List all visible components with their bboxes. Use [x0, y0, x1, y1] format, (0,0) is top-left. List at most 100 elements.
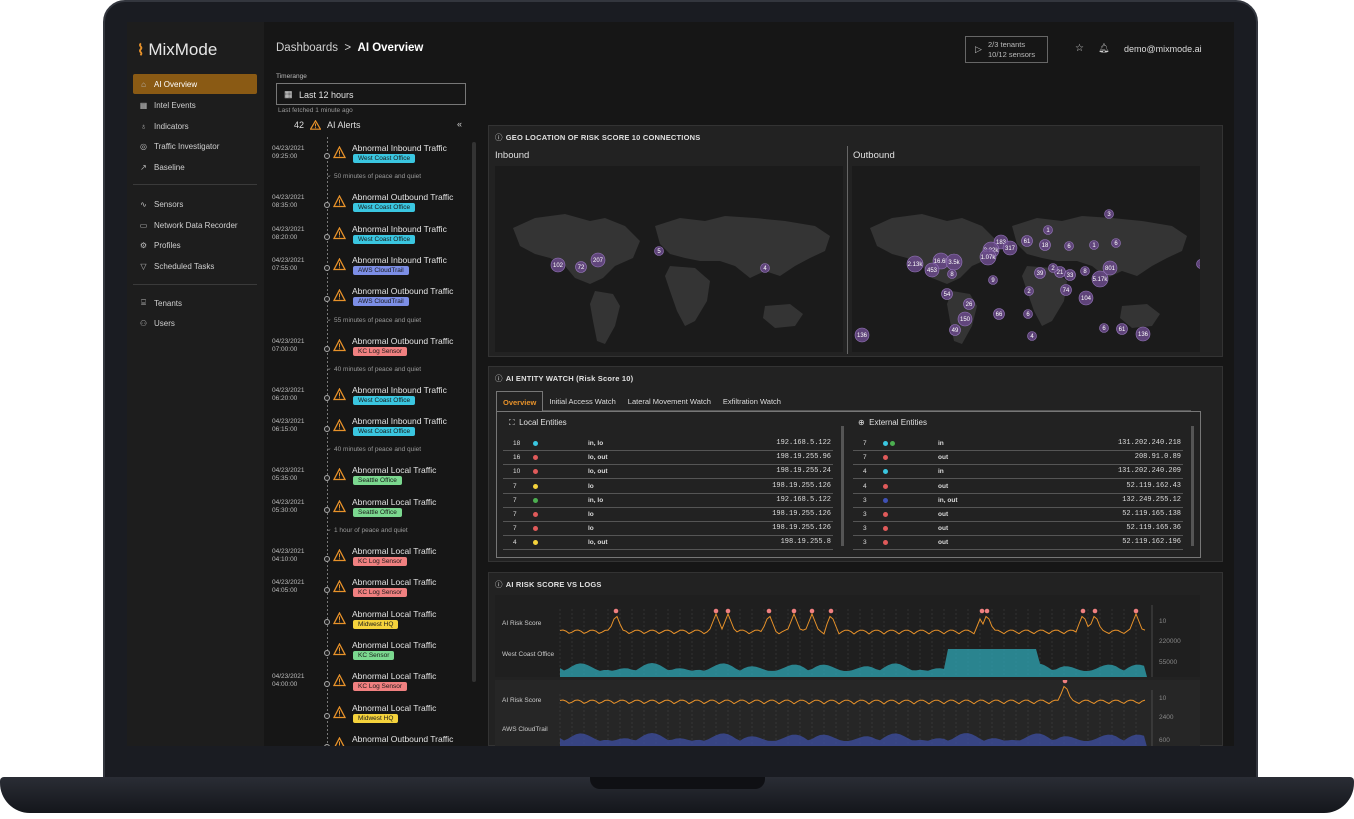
geo-bubble[interactable]: 8	[947, 269, 957, 279]
geo-bubble[interactable]: 6	[1099, 323, 1109, 333]
external-scrollbar[interactable]	[1191, 426, 1194, 546]
geo-bubble[interactable]: 104	[1078, 290, 1094, 306]
entity-row[interactable]: 3 in, out 132.249.255.12	[853, 494, 1183, 508]
sidebar-item-tenants[interactable]: ⌸ Tenants	[133, 293, 257, 313]
geo-bubble[interactable]: 102	[550, 257, 566, 273]
geo-bubble[interactable]: 61	[1116, 323, 1128, 335]
sidebar-item-ai-overview[interactable]: ⌂ AI Overview	[133, 74, 257, 94]
geo-bubble[interactable]: 3	[1104, 209, 1114, 219]
geo-bubble[interactable]: 39	[1034, 267, 1046, 279]
entity-row[interactable]: 3 out 52.119.165.36	[853, 522, 1183, 537]
sidebar-item-network-data-recorder[interactable]: ▭ Network Data Recorder	[133, 215, 257, 235]
geo-bubble[interactable]: 1.07k	[979, 248, 996, 266]
alert-item[interactable]: Abnormal Outbound Traffic	[272, 734, 472, 746]
geo-bubble[interactable]: 9	[988, 275, 998, 285]
geo-bubble[interactable]: 8	[1080, 266, 1090, 276]
geo-bubble[interactable]: 5.17k	[1091, 270, 1108, 288]
geo-bubble[interactable]: 136	[1135, 326, 1151, 342]
geo-bubble[interactable]: 2	[1024, 286, 1034, 296]
sidebar-item-traffic-investigator[interactable]: ◎ Traffic Investigator	[133, 136, 257, 156]
risk-chart-2[interactable]: AI Risk Score AWS CloudTrail 10 2400 600	[495, 678, 1200, 746]
geo-bubble[interactable]: 317	[1002, 240, 1018, 256]
geo-bubble[interactable]: 66	[993, 308, 1005, 320]
breadcrumb-root[interactable]: Dashboards	[276, 42, 339, 54]
entity-row[interactable]: 7 lo 198.19.255.126	[503, 508, 833, 522]
alert-item[interactable]: Abnormal Local Traffic Midwest HQ	[272, 609, 472, 639]
inbound-map[interactable]: 102 72 207 5 4	[495, 166, 843, 352]
geo-bubble[interactable]: 26	[963, 298, 975, 310]
entity-row[interactable]: 16 lo, out 198.19.255.96	[503, 451, 833, 466]
alert-item[interactable]: Abnormal Local Traffic KC Sensor	[272, 640, 472, 670]
sidebar-item-baseline[interactable]: ↗ Baseline	[133, 157, 257, 177]
tab-exfiltration[interactable]: Exfiltration Watch	[716, 391, 787, 411]
alert-item[interactable]: Abnormal Local Traffic Midwest HQ	[272, 703, 472, 733]
geo-bubble[interactable]: 6	[1111, 238, 1121, 248]
entity-row[interactable]: 4 out 52.119.162.43	[853, 480, 1183, 494]
geo-bubble[interactable]: 6	[1064, 241, 1074, 251]
geo-bubble[interactable]: 54	[941, 288, 953, 300]
logo[interactable]: ⌇ MixMode	[137, 40, 217, 60]
outbound-map[interactable]: 1833.22k1.07k317611862.13k16.6k3.5k45383…	[852, 166, 1206, 352]
geo-bubble[interactable]: 3.5k	[945, 253, 963, 271]
geo-bubble[interactable]: 4	[760, 263, 770, 273]
collapse-panel-icon[interactable]: «	[457, 119, 463, 129]
tab-initial-access[interactable]: Initial Access Watch	[543, 391, 622, 411]
entity-row[interactable]: 10 lo, out 198.19.255.24	[503, 465, 833, 480]
alert-list-scrollbar[interactable]	[472, 142, 476, 682]
local-scrollbar[interactable]	[841, 426, 844, 546]
bell-icon[interactable]: 🔔︎	[1098, 43, 1110, 53]
geo-bubble[interactable]: 136	[854, 327, 870, 343]
geo-bubble[interactable]: 2.13k	[906, 255, 923, 273]
geo-bubble[interactable]: 1	[1043, 225, 1053, 235]
tab-overview[interactable]: Overview	[496, 391, 544, 411]
entity-row[interactable]: 3 out 52.119.162.196	[853, 536, 1183, 551]
geo-bubble[interactable]: 801	[1102, 260, 1118, 276]
geo-bubble[interactable]: 1	[1089, 240, 1099, 250]
star-icon[interactable]: ☆	[1075, 43, 1084, 54]
geo-bubble[interactable]: 1	[1196, 259, 1206, 269]
entity-row[interactable]: 7 lo 198.19.255.126	[503, 480, 833, 494]
sidebar-item-scheduled-tasks[interactable]: ▽ Scheduled Tasks	[133, 256, 257, 276]
entity-row[interactable]: 4 in 131.202.240.209	[853, 465, 1183, 480]
alert-item[interactable]: 04/23/2021 06:15:00 Abnormal Inbound Traf…	[272, 416, 472, 446]
alert-item[interactable]: Abnormal Outbound Traffic AWS CloudTrail	[272, 286, 472, 316]
sidebar-item-intel-events[interactable]: ▦ Intel Events	[133, 95, 257, 115]
user-email[interactable]: demo@mixmode.ai	[1124, 44, 1202, 54]
tab-lateral-movement[interactable]: Lateral Movement Watch	[621, 391, 717, 411]
timerange-select[interactable]: ▦ Last 12 hours	[276, 83, 466, 105]
geo-bubble[interactable]: 453	[924, 262, 940, 278]
sidebar-item-users[interactable]: ⚇ Users	[133, 313, 257, 333]
alert-item[interactable]: 04/23/2021 04:00:00 Abnormal Local Traffi…	[272, 671, 472, 701]
geo-bubble[interactable]: 4	[1027, 331, 1037, 341]
sidebar-item-profiles[interactable]: ⚙ Profiles	[133, 235, 257, 255]
alert-item[interactable]: 04/23/2021 04:05:00 Abnormal Local Traffi…	[272, 577, 472, 607]
alert-item[interactable]: 04/23/2021 08:35:00 Abnormal Outbound Tra…	[272, 192, 472, 222]
entity-row[interactable]: 7 in 131.202.240.218	[853, 437, 1183, 451]
alert-item[interactable]: 04/23/2021 07:55:00 Abnormal Inbound Traf…	[272, 255, 472, 285]
geo-bubble[interactable]: 74	[1060, 284, 1072, 296]
tenant-selector-button[interactable]: ▷ 2/3 tenants 10/12 sensors	[965, 36, 1048, 63]
risk-chart-1[interactable]: AI Risk Score West Coast Office 10 22000…	[495, 595, 1200, 677]
sidebar-item-sensors[interactable]: ∿ Sensors	[133, 194, 257, 214]
alert-item[interactable]: 04/23/2021 06:20:00 Abnormal Inbound Traf…	[272, 385, 472, 415]
geo-bubble[interactable]: 6	[1023, 309, 1033, 319]
alert-item[interactable]: 04/23/2021 08:20:00 Abnormal Inbound Traf…	[272, 224, 472, 254]
geo-bubble[interactable]: 5	[654, 246, 664, 256]
entity-row[interactable]: 3 out 52.119.165.138	[853, 508, 1183, 522]
entity-row[interactable]: 4 lo, out 198.19.255.8	[503, 536, 833, 551]
geo-bubble[interactable]: 2	[1048, 263, 1058, 273]
geo-bubble[interactable]: 72	[575, 261, 587, 273]
alert-item[interactable]: 04/23/2021 07:00:00 Abnormal Outbound Tra…	[272, 336, 472, 366]
alert-item[interactable]: 04/23/2021 09:25:00 Abnormal Inbound Traf…	[272, 143, 472, 173]
geo-bubble[interactable]: 150	[957, 311, 973, 327]
alert-item[interactable]: 04/23/2021 05:35:00 Abnormal Local Traffi…	[272, 465, 472, 495]
alert-item[interactable]: 04/23/2021 05:30:00 Abnormal Local Traffi…	[272, 497, 472, 527]
geo-bubble[interactable]: 33	[1064, 269, 1076, 281]
geo-bubble[interactable]: 207	[590, 252, 606, 268]
geo-bubble[interactable]: 18	[1039, 239, 1051, 251]
sidebar-item-indicators[interactable]: ♁ Indicators	[133, 116, 257, 136]
geo-bubble[interactable]: 61	[1021, 235, 1033, 247]
entity-row[interactable]: 18 in, lo 192.168.5.122	[503, 437, 833, 451]
entity-row[interactable]: 7 out 208.91.0.89	[853, 451, 1183, 466]
entity-row[interactable]: 7 lo 198.19.255.126	[503, 522, 833, 537]
